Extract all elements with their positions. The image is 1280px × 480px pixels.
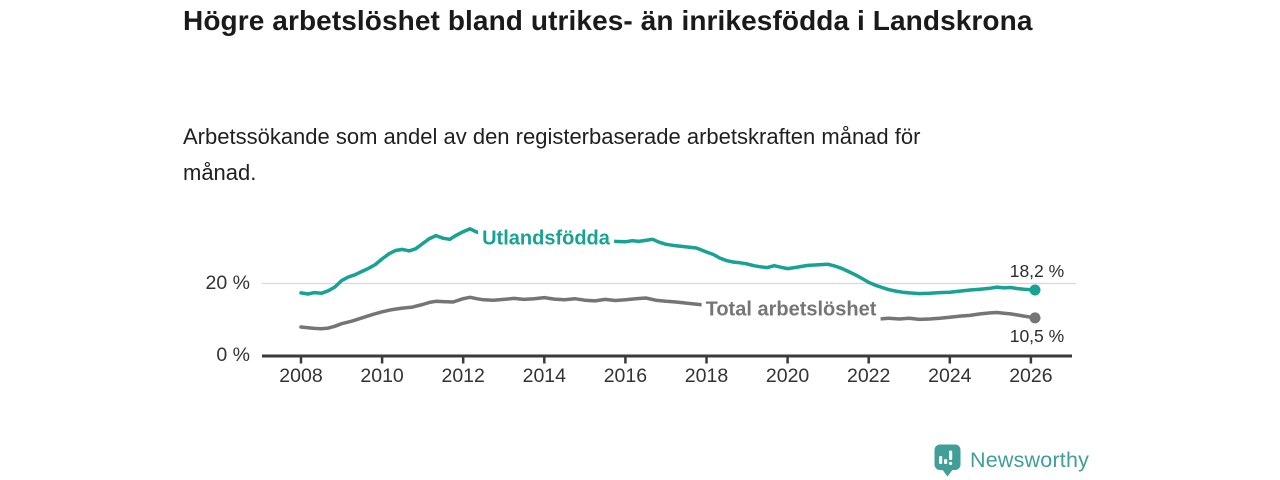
- x-axis-label-2008: 2008: [279, 365, 323, 387]
- newsworthy-logo-label: Newsworthy: [970, 447, 1090, 472]
- end-value-label-utlandsfodda: 18,2 %: [1009, 261, 1065, 282]
- newsworthy-logo[interactable]: Newsworthy: [934, 443, 1114, 477]
- series-label-utlandsfodda: Utlandsfödda: [478, 226, 614, 251]
- series-label-total: Total arbetslöshet: [701, 297, 881, 323]
- x-axis-label-2010: 2010: [360, 365, 404, 387]
- x-axis-label-2024: 2024: [928, 365, 972, 387]
- chart-subtitle: Arbetssökande som andel av den registerb…: [183, 124, 921, 185]
- x-axis-label-2026: 2026: [1009, 365, 1053, 387]
- x-axis-label-2012: 2012: [441, 365, 485, 387]
- x-axis-label-2022: 2022: [846, 365, 891, 387]
- y-axis-label-20: 20 %: [205, 271, 250, 294]
- series-line-total: [299, 295, 1037, 331]
- series-end-dot-utlandsfodda: [1029, 284, 1041, 296]
- y-axis-label-0: 0 %: [216, 344, 250, 366]
- x-axis-label-2014: 2014: [522, 365, 566, 387]
- x-axis-label-2020: 2020: [765, 365, 810, 387]
- series-end-dot-total: [1029, 312, 1041, 324]
- x-axis-label-2016: 2016: [603, 365, 648, 387]
- newsworthy-chart-bubble-icon: [934, 444, 961, 477]
- end-value-label-total: 10,5 %: [1009, 325, 1065, 346]
- x-axis-label-2018: 2018: [684, 365, 729, 387]
- series-line-utlandsfodda: [299, 227, 1037, 296]
- chart-title: Högre arbetslöshet bland utrikes- än inr…: [183, 5, 1033, 36]
